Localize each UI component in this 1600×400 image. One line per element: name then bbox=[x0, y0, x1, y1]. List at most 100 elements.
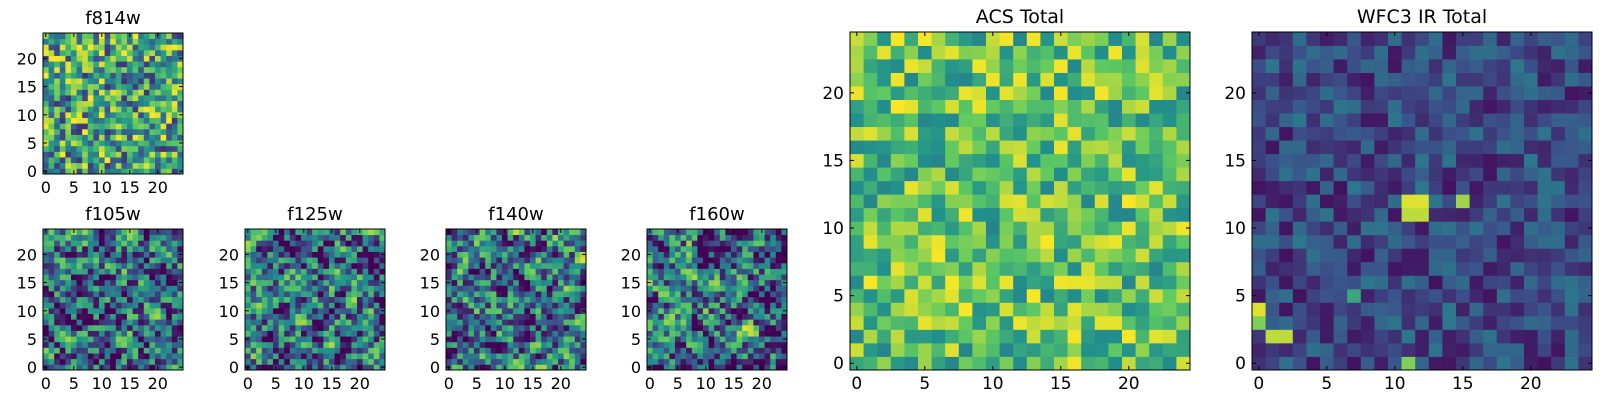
heatmap-cell bbox=[1496, 329, 1511, 344]
heatmap-cell bbox=[87, 279, 94, 286]
heatmap-cell bbox=[48, 234, 55, 241]
heatmap-cell bbox=[334, 313, 341, 320]
heatmap-cell bbox=[1537, 86, 1552, 100]
heatmap-cell bbox=[65, 268, 72, 275]
heatmap-cell bbox=[890, 194, 905, 209]
heatmap-cell bbox=[54, 358, 61, 365]
heatmap-cell bbox=[877, 248, 892, 263]
heatmap-cell bbox=[753, 291, 760, 298]
heatmap-cell bbox=[686, 324, 693, 331]
heatmap-cell bbox=[1537, 167, 1552, 182]
heatmap-cell bbox=[93, 162, 100, 169]
heatmap-cell bbox=[546, 279, 553, 286]
heatmap-cell bbox=[569, 313, 576, 320]
heatmap-cell bbox=[1081, 356, 1096, 371]
heatmap-cell bbox=[368, 319, 375, 326]
heatmap-cell bbox=[93, 274, 100, 281]
heatmap-cell bbox=[1578, 194, 1593, 209]
heatmap-cell bbox=[1176, 234, 1191, 249]
heatmap-cell bbox=[552, 307, 559, 314]
heatmap-cell bbox=[691, 251, 698, 258]
heatmap-cell bbox=[149, 285, 156, 292]
heatmap-cell bbox=[1578, 221, 1593, 236]
heatmap-cell bbox=[675, 353, 681, 360]
heatmap-cell bbox=[87, 140, 94, 147]
heatmap-cell bbox=[82, 123, 89, 130]
heatmap-cell bbox=[110, 313, 117, 320]
heatmap-cell bbox=[171, 33, 178, 40]
heatmap-cell bbox=[535, 240, 542, 247]
heatmap-cell bbox=[54, 145, 61, 152]
heatmap-cell bbox=[552, 302, 559, 309]
heatmap-cell bbox=[742, 358, 749, 365]
heatmap-cell bbox=[368, 307, 375, 314]
heatmap-cell bbox=[1306, 140, 1321, 155]
heatmap-cell bbox=[764, 234, 771, 241]
heatmap-cell bbox=[1401, 207, 1416, 222]
heatmap-cell bbox=[65, 347, 72, 354]
heatmap-cell bbox=[518, 319, 525, 326]
heatmap-cell bbox=[1564, 315, 1579, 330]
heatmap-cell bbox=[485, 234, 492, 241]
heatmap-cell bbox=[999, 234, 1014, 249]
heatmap-cell bbox=[278, 268, 285, 275]
heatmap-cell bbox=[742, 313, 749, 320]
heatmap-cell bbox=[43, 106, 49, 113]
heatmap-cell bbox=[48, 296, 55, 303]
heatmap-cell bbox=[177, 134, 184, 141]
heatmap-cell bbox=[87, 291, 94, 298]
heatmap-cell bbox=[357, 296, 363, 303]
heatmap-cell bbox=[1510, 59, 1525, 73]
heatmap-cell bbox=[457, 319, 464, 326]
heatmap-cell bbox=[54, 78, 61, 85]
heatmap-cell bbox=[59, 66, 66, 73]
heatmap-cell bbox=[446, 296, 452, 303]
heatmap-cell bbox=[999, 356, 1014, 371]
heatmap-cell bbox=[479, 257, 486, 264]
heatmap-cell bbox=[725, 234, 732, 241]
heatmap-cell bbox=[177, 100, 184, 107]
heatmap-cell bbox=[663, 313, 670, 320]
heatmap-cell bbox=[474, 341, 480, 348]
heatmap-cell bbox=[1483, 99, 1498, 114]
heatmap-cell bbox=[1040, 207, 1055, 222]
heatmap-cell bbox=[479, 251, 486, 258]
heatmap-cell bbox=[850, 86, 864, 100]
heatmap-cell bbox=[931, 99, 946, 114]
axes-frame bbox=[244, 228, 386, 371]
heatmap-cell bbox=[171, 257, 178, 264]
heatmap-cell bbox=[1306, 72, 1321, 87]
heatmap-cell bbox=[530, 268, 536, 275]
heatmap-cell bbox=[76, 168, 83, 175]
heatmap-cell bbox=[323, 347, 330, 354]
heatmap-cells bbox=[850, 32, 1191, 371]
heatmap-cell bbox=[1013, 342, 1028, 357]
heatmap-cell bbox=[1026, 329, 1041, 344]
heatmap-cell bbox=[43, 78, 49, 85]
heatmap-cell bbox=[1040, 288, 1055, 303]
heatmap-cell bbox=[1108, 99, 1123, 114]
heatmap-cell bbox=[121, 61, 128, 68]
heatmap-cell bbox=[362, 302, 369, 309]
heatmap-cell bbox=[177, 123, 184, 130]
heatmap-cell bbox=[759, 341, 765, 348]
heatmap-cell bbox=[1292, 86, 1307, 100]
heatmap-cell bbox=[781, 330, 788, 337]
heatmap-cell bbox=[569, 285, 576, 292]
heatmap-cell bbox=[245, 347, 251, 354]
heatmap-cell bbox=[775, 336, 782, 343]
heatmap-cell bbox=[904, 261, 919, 276]
heatmap-cell bbox=[110, 245, 117, 252]
heatmap-cell bbox=[1524, 288, 1538, 303]
heatmap-cell bbox=[317, 240, 324, 247]
heatmap-cell bbox=[71, 55, 77, 62]
heatmap-cell bbox=[1551, 356, 1566, 371]
heatmap-cell bbox=[87, 78, 94, 85]
heatmap-cell bbox=[357, 234, 363, 241]
heatmap-cell bbox=[1162, 153, 1177, 168]
heatmap-cell bbox=[317, 274, 324, 281]
heatmap-cell bbox=[76, 268, 83, 275]
heatmap-cell bbox=[1026, 221, 1041, 236]
heatmap-cell bbox=[945, 302, 960, 317]
heatmap-cell bbox=[457, 268, 464, 275]
